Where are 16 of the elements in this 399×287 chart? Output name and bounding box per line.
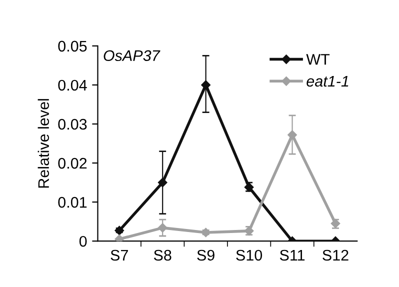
y-tick-label: 0: [79, 236, 87, 247]
x-tick-label: S8: [154, 250, 172, 261]
y-tick-label: 0.03: [58, 118, 87, 130]
y-tick-label: 0.02: [58, 158, 87, 169]
x-tick-label: S9: [197, 250, 214, 261]
y-tick-label: 0.04: [58, 80, 87, 91]
x-tick-label: S12: [322, 250, 348, 261]
y-tick-label: 0.01: [58, 196, 87, 208]
annotation: OsAP37: [104, 50, 160, 62]
legend-label: WT: [306, 54, 330, 65]
y-tick-label: 0.05: [58, 40, 87, 52]
x-tick-label: S7: [110, 250, 128, 261]
x-tick-label: S10: [236, 250, 262, 261]
x-tick-label: S11: [280, 250, 305, 261]
legend-label: eat1-1: [306, 76, 348, 87]
y-axis-title: Relative level: [38, 99, 50, 188]
